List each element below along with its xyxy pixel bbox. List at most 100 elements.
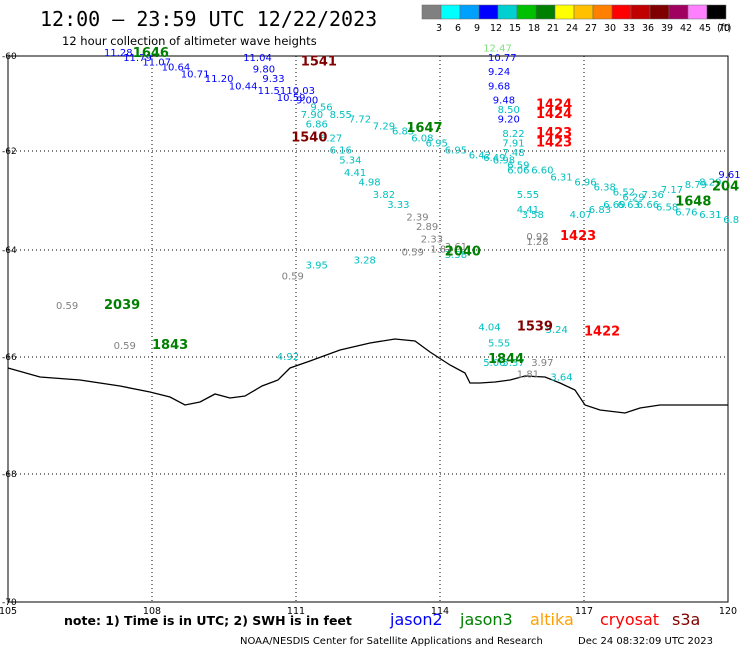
pass-time-label: 1423 xyxy=(560,229,596,244)
pass-time-label: 1422 xyxy=(584,325,620,340)
satellite-label-altika: altika xyxy=(530,610,574,629)
footer: note: 1) Time is in UTC; 2) SWH is in fe… xyxy=(64,610,713,647)
legend-tick-label: 36 xyxy=(642,23,654,34)
swh-value: 9.20 xyxy=(498,115,520,126)
swh-value: 6.08 xyxy=(411,134,433,145)
swh-value: 6.69 xyxy=(603,200,625,211)
legend-swatch xyxy=(573,4,594,20)
swh-value: 0.59 xyxy=(402,247,424,258)
swh-value: 6.29 xyxy=(622,193,644,204)
swh-value: 11.79 xyxy=(123,53,152,64)
legend-swatch xyxy=(497,4,518,20)
legend-tick-label: 33 xyxy=(623,23,635,34)
legend-tick-label: 3 xyxy=(436,23,442,34)
swh-value: 7.72 xyxy=(349,115,371,126)
legend-swatch xyxy=(421,4,442,20)
pass-time-label: 1843 xyxy=(152,338,188,353)
swh-value: 7.36 xyxy=(642,190,664,201)
legend-swatch xyxy=(554,4,575,20)
lat-label: -66 xyxy=(2,353,17,363)
pass-time-label: 1424 xyxy=(536,97,572,112)
header: 12:00 — 23:59 UTC 12/22/2023 12 hour col… xyxy=(40,7,377,48)
swh-value: 0.92 xyxy=(526,232,548,243)
swh-value: 5.55 xyxy=(488,338,510,349)
lat-label: -64 xyxy=(2,246,17,256)
pass-time-label: 1424 xyxy=(536,107,572,122)
swh-value: 3.58 xyxy=(522,210,544,221)
pass-time-label: 2040 xyxy=(445,244,481,259)
swh-value: 6.52 xyxy=(613,188,635,199)
legend-swatch xyxy=(611,4,632,20)
swh-value: 9.80 xyxy=(253,65,275,76)
satellite-label-jason3: jason3 xyxy=(459,610,513,629)
legend-tick-label: 18 xyxy=(528,23,540,34)
swh-value: 6.31 xyxy=(550,173,572,184)
lat-label: -70 xyxy=(2,598,17,608)
swh-value: 9.56 xyxy=(310,103,332,114)
legend-tick-label: 9 xyxy=(474,23,480,34)
swh-value: 4.92 xyxy=(277,352,299,363)
swh-value: 4.41 xyxy=(344,168,366,179)
legend-tick-label: 45 xyxy=(699,23,711,34)
legend-swatch xyxy=(592,4,613,20)
swh-value: 10.71 xyxy=(181,69,210,80)
swh-value: 6.98 xyxy=(493,155,515,166)
lat-label: -60 xyxy=(2,52,17,62)
swh-value: 11.20 xyxy=(205,74,234,85)
swh-value: 6.85 xyxy=(392,126,414,137)
swh-value: 3.61 xyxy=(445,242,467,253)
swh-value: 3.28 xyxy=(354,255,376,266)
swh-value: 6.96 xyxy=(574,178,596,189)
legend-swatch xyxy=(459,4,480,20)
swh-value: 6.95 xyxy=(445,145,467,156)
swh-value: 6.06 xyxy=(507,165,529,176)
lat-label: -62 xyxy=(2,147,17,157)
lon-label: 105 xyxy=(0,606,17,617)
legend-tick-label: 30 xyxy=(604,23,616,34)
swh-value: 3.58 xyxy=(445,250,467,261)
swh-value: 4.98 xyxy=(358,178,380,189)
antarctic-coastline xyxy=(7,338,728,414)
swh-value: 10.03 xyxy=(286,86,315,97)
swh-value: 10.44 xyxy=(229,81,258,92)
color-legend: 3 6 9 12 15 18 21 24 27 30 33 36 39 42 45 70(ft) xyxy=(421,4,731,34)
swh-value: 3.64 xyxy=(550,372,572,383)
swh-value: 6.95 xyxy=(426,138,448,149)
legend-swatch xyxy=(649,4,670,20)
legend-tick-label: 6 xyxy=(455,23,461,34)
swh-value: 7.17 xyxy=(661,185,683,196)
swh-value: 7.29 xyxy=(373,122,395,133)
pass-time-label: 1541 xyxy=(301,55,337,70)
swh-value: 10.59 xyxy=(277,93,306,104)
lon-label: 120 xyxy=(719,606,737,617)
pass-time-label: 1647 xyxy=(406,121,442,136)
satellite-legend: jason2 jason3 altika cryosat s3a xyxy=(389,610,700,629)
plot-border xyxy=(7,55,729,603)
swh-value: 6.38 xyxy=(594,183,616,194)
pass-time-label: 1540 xyxy=(291,131,327,146)
legend-unit: (ft) xyxy=(717,23,731,34)
legend-swatch xyxy=(516,4,537,20)
satellite-label-cryosat: cryosat xyxy=(600,610,659,629)
swh-value: 7.90 xyxy=(301,110,323,121)
swh-value: 6.58 xyxy=(656,202,678,213)
pass-time-label: 1423 xyxy=(536,126,572,141)
swh-value: 9.68 xyxy=(488,81,510,92)
legend-swatch xyxy=(687,4,708,20)
lon-label: 117 xyxy=(575,606,593,617)
swh-value: 9.48 xyxy=(493,96,515,107)
legend-swatch xyxy=(535,4,556,20)
legend-tick-label: 12 xyxy=(490,23,502,34)
swh-value: 8.50 xyxy=(498,105,520,116)
swh-value: 8.55 xyxy=(330,110,352,121)
swh-value: 5.55 xyxy=(517,190,539,201)
swh-value: 2.33 xyxy=(421,235,443,246)
pass-time-label: 2039 xyxy=(104,298,140,313)
lon-label: 111 xyxy=(287,606,305,617)
swh-value: 8.22 xyxy=(502,129,524,140)
swh-value: 6.86 xyxy=(306,119,328,130)
swh-value: 1.81 xyxy=(517,369,539,380)
graticule xyxy=(8,56,728,602)
